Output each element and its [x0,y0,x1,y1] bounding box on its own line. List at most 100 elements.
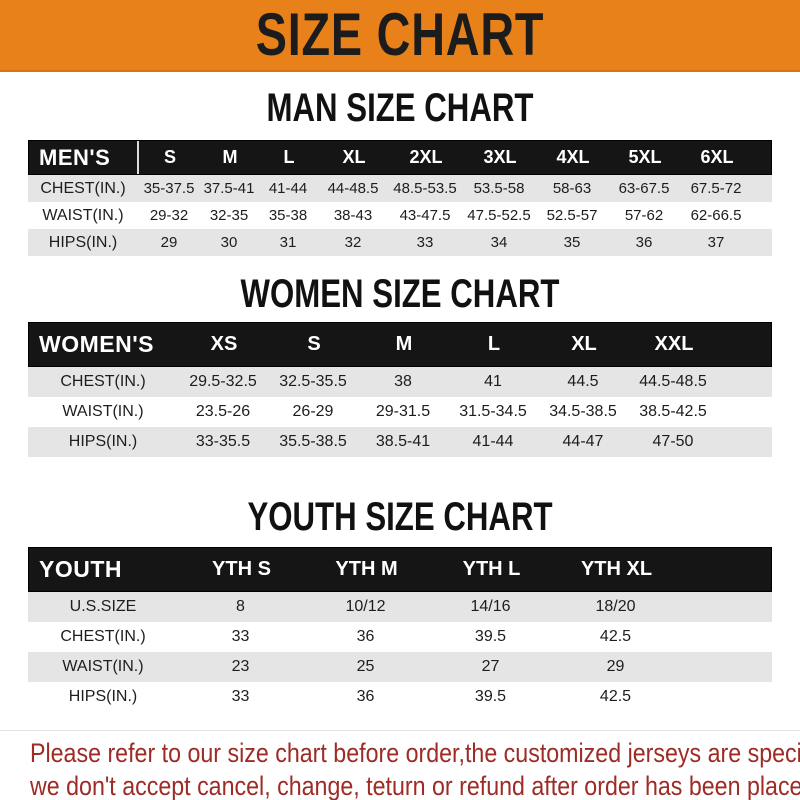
women-col-header-2: M [395,333,413,355]
women-cell-0-4: 44.5 [567,373,599,390]
men-cell-2-4: 33 [416,234,434,251]
women-cell-0-3: 41 [484,373,502,390]
page-title: SIZE CHART [255,1,545,68]
women-header-label: WOMEN'S [39,331,155,357]
women-cell-1-4: 34.5-38.5 [549,403,617,420]
youth-cell-1-3: 42.5 [599,628,632,645]
men-cell-0-2: 41-44 [268,180,308,197]
men-row-label-2: HIPS(IN.) [48,233,118,251]
women-row-label-1: WAIST(IN.) [62,403,144,420]
men-row-label-1: WAIST(IN.) [42,206,124,224]
men-cell-0-6: 58-63 [552,180,592,197]
disclaimer-line-1: Please refer to our size chart before or… [30,738,800,768]
youth-cell-0-3: 18/20 [595,598,636,615]
banner: SIZE CHART [0,0,800,72]
men-cell-2-0: 29 [160,234,178,251]
women-cell-1-3: 31.5-34.5 [459,403,527,420]
youth-table-header: YOUTH YTH S YTH M YTH L YTH XL [28,547,772,592]
youth-cell-0-0: 8 [236,598,245,615]
men-cell-1-4: 43-47.5 [399,207,451,224]
men-cell-0-8: 67.5-72 [690,180,742,197]
men-table-header: MEN'S S M L XL 2XL 3XL 4XL 5XL 6XL [28,140,772,175]
women-cell-1-2: 29-31.5 [375,403,431,420]
youth-col-header-0: YTH S [212,558,271,580]
men-cell-2-5: 34 [490,234,508,251]
men-cell-2-3: 32 [344,234,362,251]
men-cell-2-6: 35 [563,234,581,251]
men-cell-0-5: 53.5-58 [473,180,525,197]
men-cell-1-3: 38-43 [333,207,373,224]
women-cell-2-3: 41-44 [472,433,514,450]
women-cell-0-0: 29.5-32.5 [189,373,257,390]
men-col-header-3: XL [342,147,366,167]
women-row-2: HIPS(IN.) 33-35.5 35.5-38.5 38.5-41 41-44 44-… [28,427,772,457]
youth-cell-1-2: 39.5 [474,628,507,645]
section-men: MAN SIZE CHART MEN'S S M L XL 2XL 3XL 4XL 5XL 6XL… [0,86,800,256]
disclaimer: Please refer to our size chart before or… [0,730,800,800]
youth-cell-2-3: 29 [606,658,625,675]
women-table-header: WOMEN'S XS S M L XL XXL [28,322,772,367]
youth-cell-2-2: 27 [481,658,500,675]
women-cell-0-2: 38 [394,373,412,390]
youth-cell-1-1: 36 [356,628,375,645]
women-cell-2-5: 47-50 [652,433,694,450]
men-row-label-0: CHEST(IN.) [40,179,126,197]
men-cell-0-0: 35-37.5 [143,180,195,197]
youth-cell-3-1: 36 [356,688,375,705]
men-cell-2-8: 37 [707,234,725,251]
section-youth: YOUTH SIZE CHART YOUTH YTH S YTH M YTH L YTH… [0,495,800,712]
youth-row-label-1: CHEST(IN.) [60,628,146,645]
men-col-header-4: 2XL [409,147,443,167]
youth-col-header-3: YTH XL [580,558,653,580]
women-size-table: WOMEN'S XS S M L XL XXL CHEST(IN.) 29.5-32.5 32.5… [28,322,772,457]
women-cell-2-0: 33-35.5 [195,433,251,450]
men-cell-1-7: 57-62 [624,207,664,224]
women-col-header-0: XS [210,333,238,355]
men-size-table: MEN'S S M L XL 2XL 3XL 4XL 5XL 6XL CHEST(IN.) 35-37… [28,140,772,256]
women-row-label-2: HIPS(IN.) [68,433,138,450]
men-cell-1-2: 35-38 [268,207,308,224]
women-cell-2-4: 44-47 [562,433,604,450]
men-cell-1-0: 29-32 [149,207,189,224]
youth-row-3: HIPS(IN.) 33 36 39.5 42.5 [28,682,772,712]
men-col-header-0: S [163,147,176,167]
youth-row-label-0: U.S.SIZE [69,598,137,615]
youth-col-header-2: YTH L [462,558,521,580]
men-header-label: MEN'S [29,141,139,174]
women-col-header-5: XXL [654,333,694,355]
men-cell-2-7: 36 [635,234,653,251]
men-cell-1-1: 32-35 [209,207,249,224]
women-cell-1-5: 38.5-42.5 [639,403,707,420]
men-col-header-7: 5XL [628,147,662,167]
men-col-header-8: 6XL [700,147,734,167]
men-col-header-5: 3XL [483,147,517,167]
youth-cell-0-1: 10/12 [345,598,386,615]
youth-size-table: YOUTH YTH S YTH M YTH L YTH XL U.S.SIZE 8 10/12… [28,547,772,712]
women-cell-0-5: 44.5-48.5 [639,373,707,390]
men-chart-title: MAN SIZE CHART [266,86,534,130]
youth-row-1: CHEST(IN.) 33 36 39.5 42.5 [28,622,772,652]
men-col-header-2: L [283,147,295,167]
youth-header-label: YOUTH [39,556,122,582]
youth-cell-3-0: 33 [231,688,250,705]
men-cell-1-6: 52.5-57 [546,207,598,224]
men-col-header-6: 4XL [556,147,590,167]
women-row-label-0: CHEST(IN.) [60,373,146,390]
youth-row-0: U.S.SIZE 8 10/12 14/16 18/20 [28,592,772,622]
youth-cell-0-2: 14/16 [470,598,511,615]
men-cell-0-7: 63-67.5 [618,180,670,197]
youth-row-label-2: WAIST(IN.) [62,658,144,675]
men-col-header-1: M [222,147,238,167]
men-row-1: WAIST(IN.) 29-32 32-35 35-38 38-43 43-47.5 47.… [28,202,772,229]
women-cell-0-1: 32.5-35.5 [279,373,347,390]
men-cell-1-5: 47.5-52.5 [467,207,531,224]
youth-cell-3-3: 42.5 [599,688,632,705]
section-women: WOMEN SIZE CHART WOMEN'S XS S M L XL XXL CHEST(… [0,272,800,457]
youth-chart-title: YOUTH SIZE CHART [247,495,553,539]
size-charts: MAN SIZE CHART MEN'S S M L XL 2XL 3XL 4XL 5XL 6XL… [0,86,800,712]
men-cell-0-1: 37.5-41 [203,180,255,197]
disclaimer-line-2: we don't accept cancel, change, teturn o… [30,771,800,800]
youth-cell-3-2: 39.5 [474,688,507,705]
women-cell-2-1: 35.5-38.5 [279,433,347,450]
